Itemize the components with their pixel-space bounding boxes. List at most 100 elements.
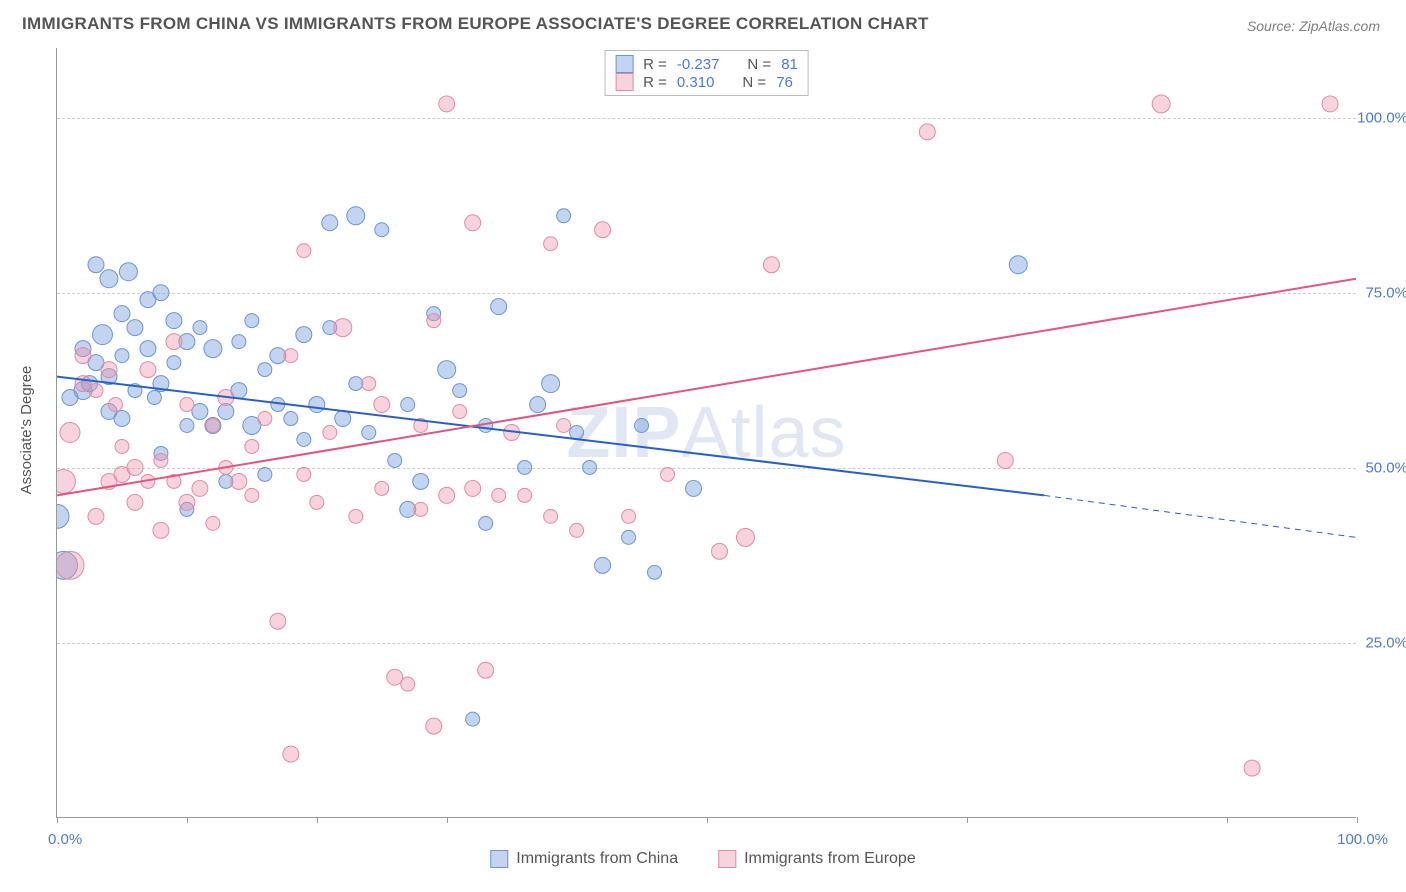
scatter-point-china <box>166 313 182 329</box>
scatter-point-china <box>114 411 130 427</box>
scatter-point-china <box>413 473 429 489</box>
scatter-point-europe <box>478 662 494 678</box>
scatter-point-china <box>466 712 480 726</box>
legend-swatch-china-icon <box>490 850 508 868</box>
scatter-point-europe <box>763 257 779 273</box>
x-tick <box>967 817 968 823</box>
scatter-point-europe <box>180 398 194 412</box>
y-tick-label: 50.0% <box>1365 460 1406 477</box>
scatter-point-china <box>583 460 597 474</box>
scatter-point-china <box>100 270 118 288</box>
scatter-point-europe <box>426 718 442 734</box>
scatter-point-europe <box>1322 96 1338 112</box>
scatter-point-europe <box>310 495 324 509</box>
scatter-point-china <box>88 257 104 273</box>
scatter-point-china <box>347 207 365 225</box>
scatter-point-europe <box>89 384 103 398</box>
scatter-point-europe <box>245 488 259 502</box>
scatter-point-europe <box>179 494 195 510</box>
scatter-point-china <box>258 363 272 377</box>
scatter-point-china <box>635 419 649 433</box>
legend-row-europe: R = 0.310 N = 76 <box>615 73 798 91</box>
scatter-point-europe <box>231 473 247 489</box>
scatter-point-china <box>570 426 584 440</box>
scatter-point-europe <box>439 487 455 503</box>
scatter-point-europe <box>557 419 571 433</box>
scatter-point-china <box>127 320 143 336</box>
legend-swatch-europe-icon <box>718 850 736 868</box>
scatter-point-europe <box>997 452 1013 468</box>
scatter-point-europe <box>284 349 298 363</box>
legend-correlation: R = -0.237 N = 81 R = 0.310 N = 76 <box>604 50 809 96</box>
scatter-point-europe <box>127 459 143 475</box>
scatter-point-europe <box>108 398 122 412</box>
scatter-point-china <box>92 325 112 345</box>
y-tick-label: 100.0% <box>1357 110 1406 127</box>
legend-item-china: Immigrants from China <box>490 850 678 868</box>
scatter-point-europe <box>570 523 584 537</box>
scatter-point-china <box>453 384 467 398</box>
scatter-point-europe <box>127 494 143 510</box>
scatter-point-europe <box>206 419 220 433</box>
scatter-point-china <box>147 391 161 405</box>
scatter-point-europe <box>492 488 506 502</box>
scatter-point-europe <box>427 314 441 328</box>
scatter-point-europe <box>465 215 481 231</box>
scatter-point-europe <box>206 516 220 530</box>
scatter-point-china <box>57 504 69 528</box>
x-tick <box>57 817 58 823</box>
scatter-point-europe <box>919 124 935 140</box>
legend-row-china: R = -0.237 N = 81 <box>615 55 798 73</box>
scatter-point-china <box>232 335 246 349</box>
scatter-point-china <box>1009 256 1027 274</box>
x-tick <box>317 817 318 823</box>
scatter-point-europe <box>711 543 727 559</box>
scatter-point-china <box>479 516 493 530</box>
scatter-point-china <box>245 314 259 328</box>
plot-area: ZIPAtlas R = -0.237 N = 81 R = 0.310 N =… <box>56 48 1356 818</box>
scatter-point-europe <box>1244 760 1260 776</box>
scatter-point-china <box>595 557 611 573</box>
scatter-point-china <box>193 321 207 335</box>
scatter-point-europe <box>736 528 754 546</box>
scatter-point-china <box>530 397 546 413</box>
scatter-point-europe <box>465 480 481 496</box>
scatter-point-china <box>518 460 532 474</box>
scatter-point-europe <box>374 397 390 413</box>
scatter-point-europe <box>57 469 75 493</box>
scatter-point-europe <box>153 522 169 538</box>
scatter-point-europe <box>101 362 117 378</box>
scatter-point-china <box>557 209 571 223</box>
scatter-point-europe <box>375 481 389 495</box>
scatter-point-europe <box>595 222 611 238</box>
x-tick <box>447 817 448 823</box>
scatter-point-china <box>401 398 415 412</box>
scatter-point-china <box>648 565 662 579</box>
scatter-point-china <box>388 453 402 467</box>
scatter-point-europe <box>453 405 467 419</box>
scatter-point-europe <box>334 319 352 337</box>
scatter-point-europe <box>1152 95 1170 113</box>
x-tick-label-0: 0.0% <box>48 831 82 848</box>
scatter-point-europe <box>323 426 337 440</box>
scatter-point-europe <box>75 348 91 364</box>
scatter-point-europe <box>140 362 156 378</box>
scatter-point-china <box>119 263 137 281</box>
scatter-point-china <box>322 215 338 231</box>
scatter-point-europe <box>414 502 428 516</box>
trend-line-europe <box>57 279 1356 496</box>
scatter-point-europe <box>75 376 91 392</box>
scatter-point-china <box>140 341 156 357</box>
scatter-point-europe <box>297 244 311 258</box>
scatter-point-china <box>297 433 311 447</box>
scatter-point-china <box>258 467 272 481</box>
scatter-point-china <box>335 411 351 427</box>
scatter-point-china <box>622 530 636 544</box>
scatter-point-china <box>284 412 298 426</box>
scatter-point-china <box>349 377 363 391</box>
scatter-point-europe <box>297 467 311 481</box>
scatter-point-china <box>296 327 312 343</box>
scatter-point-europe <box>115 439 129 453</box>
trend-line-china-extrapolated <box>1044 495 1356 537</box>
x-tick <box>1357 817 1358 823</box>
